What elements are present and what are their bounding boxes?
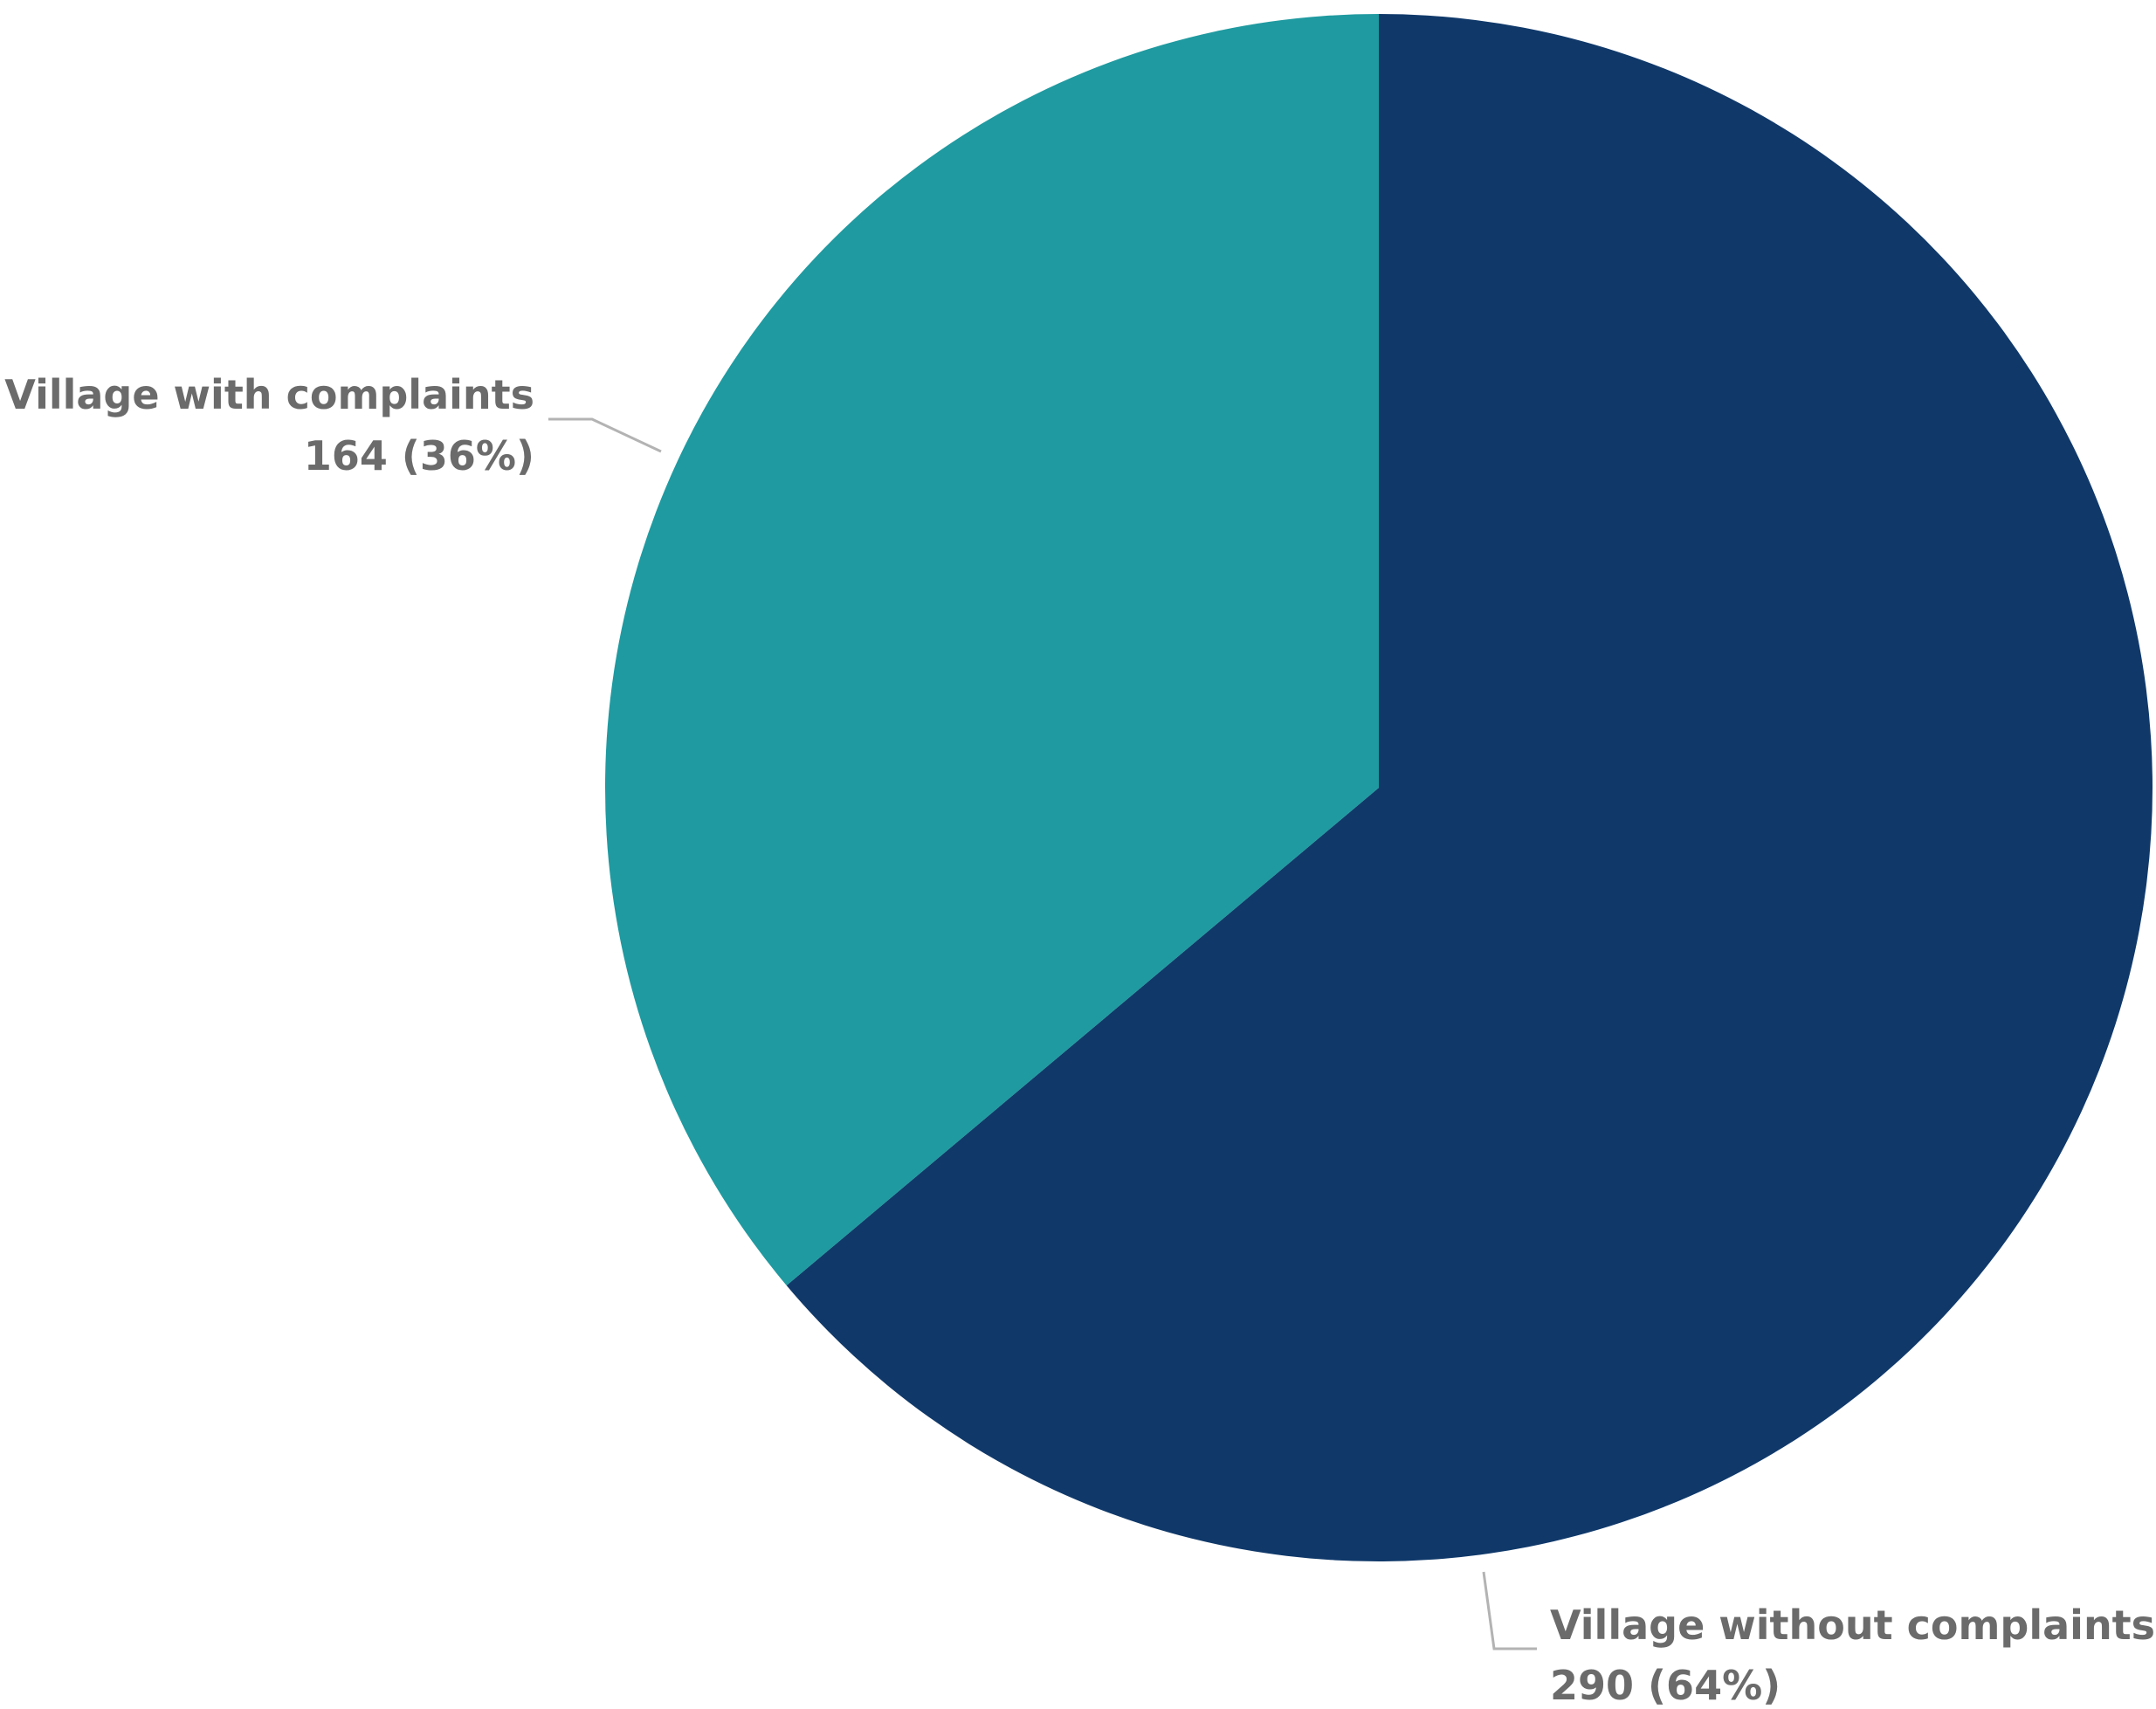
slice-label-with-complaints-value: 164 (36%) xyxy=(304,432,534,479)
pie-slices xyxy=(604,14,2153,1561)
slice-label-with-complaints-name: Village with complaints xyxy=(4,371,534,418)
leader-line-with-complaints xyxy=(548,417,662,453)
pie-slice-village-with-complaints xyxy=(604,14,1379,1286)
pie-slice-village-without-complaints xyxy=(786,14,2153,1561)
leader-line-without-complaints xyxy=(1482,1571,1537,1650)
slice-label-without-complaints-name: Village without complaints xyxy=(1550,1602,2155,1649)
slice-label-without-complaints-value: 290 (64%) xyxy=(1550,1662,1781,1709)
